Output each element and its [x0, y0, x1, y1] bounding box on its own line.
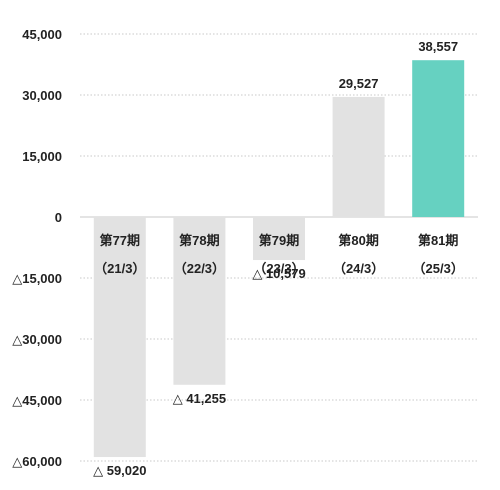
y-tick-label: 30,000 — [22, 88, 62, 103]
category-period-label: 第80期 — [338, 233, 378, 248]
y-tick-label: △60,000 — [12, 454, 62, 469]
value-label: △ 59,020 — [93, 463, 146, 478]
value-label: 29,527 — [339, 76, 379, 91]
category-period-label: 第78期 — [179, 233, 219, 248]
y-tick-label: 0 — [55, 210, 62, 225]
y-tick-label: △15,000 — [12, 271, 62, 286]
value-label: △ 41,255 — [173, 391, 226, 406]
value-label: △ 10,579 — [252, 266, 305, 281]
bar — [173, 217, 226, 385]
y-tick-label: △30,000 — [12, 332, 62, 347]
y-tick-label: 15,000 — [22, 149, 62, 164]
category-period-label: 第77期 — [100, 233, 140, 248]
bar — [412, 60, 465, 217]
category-date-label: （25/3） — [413, 261, 464, 276]
category-period-label: 第79期 — [259, 233, 299, 248]
category-date-label: （23/3） — [253, 261, 304, 276]
category-period-label: 第81期 — [418, 233, 458, 248]
labels: 45,000 30,000 15,000 0 △15,000 △30,000 △45,000… — [12, 27, 464, 478]
bar — [332, 96, 385, 217]
bar — [253, 217, 305, 261]
y-tick-label: △45,000 — [12, 393, 62, 408]
bar — [93, 217, 146, 458]
category-date-label: （22/3） — [174, 261, 225, 276]
y-tick-label: 45,000 — [22, 27, 62, 42]
value-label: 38,557 — [418, 39, 458, 54]
bars — [93, 60, 465, 458]
category-date-label: （21/3） — [94, 261, 145, 276]
category-date-label: （24/3） — [333, 261, 384, 276]
